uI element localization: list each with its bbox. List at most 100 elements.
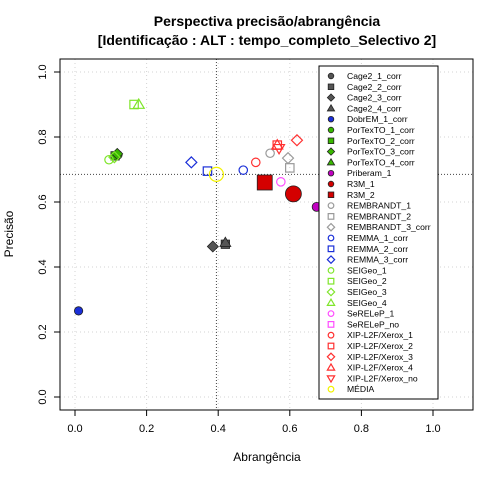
x-tick-label: 1.0 [425,423,440,435]
data-point [132,97,146,109]
legend-label: SEIGeo_3 [347,287,387,297]
data-point [219,236,232,247]
plot-frame [59,58,474,411]
data-point [208,166,225,182]
legend-marker [327,234,335,242]
legend-marker [327,385,335,393]
data-point [276,177,286,187]
x-tick-label: 0.6 [282,423,297,435]
legend-label: R3M_1 [347,179,375,189]
y-tick-label: 0.6 [37,194,49,209]
legend-label: PorTexTO_4_corr [347,157,415,167]
x-tick-label: 0.2 [139,423,154,435]
data-point [73,306,84,316]
data-point [256,174,273,191]
legend-label: Priberam_1 [347,168,392,178]
legend-label: XIP-L2F/Xerox_no [347,373,418,383]
chart-subtitle: [Identificação : ALT : tempo_completo_Se… [98,32,436,48]
legend-label: Cage2_1_corr [347,71,402,81]
data-point [284,185,302,203]
legend-marker [327,191,335,198]
legend-marker [327,137,335,144]
data-point [108,150,121,164]
legend-marker [327,342,335,350]
legend-label: SEIGeo_4 [347,298,387,308]
legend-box [318,65,439,400]
legend-marker [327,202,335,210]
legend-label: SeRELeP_no [347,319,399,329]
data-point [290,133,304,147]
legend-label: DobrEM_1_corr [347,114,408,124]
legend-label: XIP-L2F/Xerox_1 [347,330,413,340]
data-point [238,165,249,175]
legend-marker [327,126,335,134]
legend-label: REMBRANDT_3_corr [347,222,431,232]
y-axis-label: Precisão [2,210,16,257]
data-points [73,97,322,316]
legend-label: XIP-L2F/Xerox_4 [347,363,413,373]
y-axis: 0.0 0.2 0.4 0.6 0.8 1.0 [37,64,60,405]
legend-label: PorTexTO_2_corr [347,136,415,146]
legend-label: REMMA_2_corr [347,244,408,254]
y-tick-label: 0.8 [37,129,49,144]
data-point [250,157,261,168]
data-point [285,163,295,173]
data-point [272,143,286,156]
legend-label: Cage2_2_corr [347,82,402,92]
legend-marker [326,147,336,156]
legend-label: SEIGeo_2 [347,276,387,286]
data-point [185,156,198,169]
legend-marker [326,297,336,306]
y-tick-label: 0.2 [37,324,49,339]
legend-label: Cage2_4_corr [347,103,402,113]
legend-label: PorTexTO_1_corr [347,125,415,135]
data-point [265,148,275,159]
legend-label: REMMA_1_corr [347,233,408,243]
legend-marker [326,93,336,102]
y-tick-label: 0.4 [37,259,49,274]
legend-marker [327,115,335,123]
legend-marker [327,321,335,328]
data-point [104,154,114,165]
legend: Cage2_1_corrCage2_2_corrCage2_3_corrCage… [318,65,439,400]
legend-marker [327,83,335,90]
legend-marker [327,169,335,177]
legend-marker [327,310,335,318]
legend-marker [327,180,335,188]
x-tick-label: 0.0 [67,423,82,435]
legend-marker [326,222,336,232]
x-axis: 0.0 0.2 0.4 0.6 0.8 1.0 [67,410,441,435]
legend-marker [327,213,335,220]
legend-marker [326,375,336,384]
data-point [206,240,219,253]
legend-marker [327,72,335,80]
chart-title: Perspectiva precisão/abrangência [154,13,381,29]
y-tick-label: 0.0 [37,389,49,404]
legend-marker [327,331,335,339]
legend-label: REMBRANDT_2 [347,211,411,221]
legend-marker [326,362,336,371]
legend-marker [326,103,336,112]
legend-label: MÉDIA [347,384,374,394]
legend-marker [326,255,336,265]
legend-marker [326,352,336,362]
legend-label: R3M_2 [347,190,375,200]
legend-label: PorTexTO_3_corr [347,147,415,157]
legend-marker [327,245,335,253]
legend-label: SeRELeP_1 [347,309,395,319]
legend-label: REMBRANDT_1 [347,201,411,211]
data-point [202,166,213,176]
legend-marker [326,287,336,297]
legend-label: XIP-L2F/Xerox_3 [347,352,413,362]
x-tick-label: 0.4 [211,423,226,435]
legend-marker [327,267,335,274]
y-tick-label: 1.0 [37,64,49,79]
legend-marker [326,157,336,166]
legend-marker [327,277,335,285]
legend-label: SEIGeo_1 [347,265,387,275]
x-tick-label: 0.8 [354,423,369,435]
x-axis-label: Abrangência [233,450,301,464]
legend-label: REMMA_3_corr [347,255,408,265]
data-point [281,151,295,165]
